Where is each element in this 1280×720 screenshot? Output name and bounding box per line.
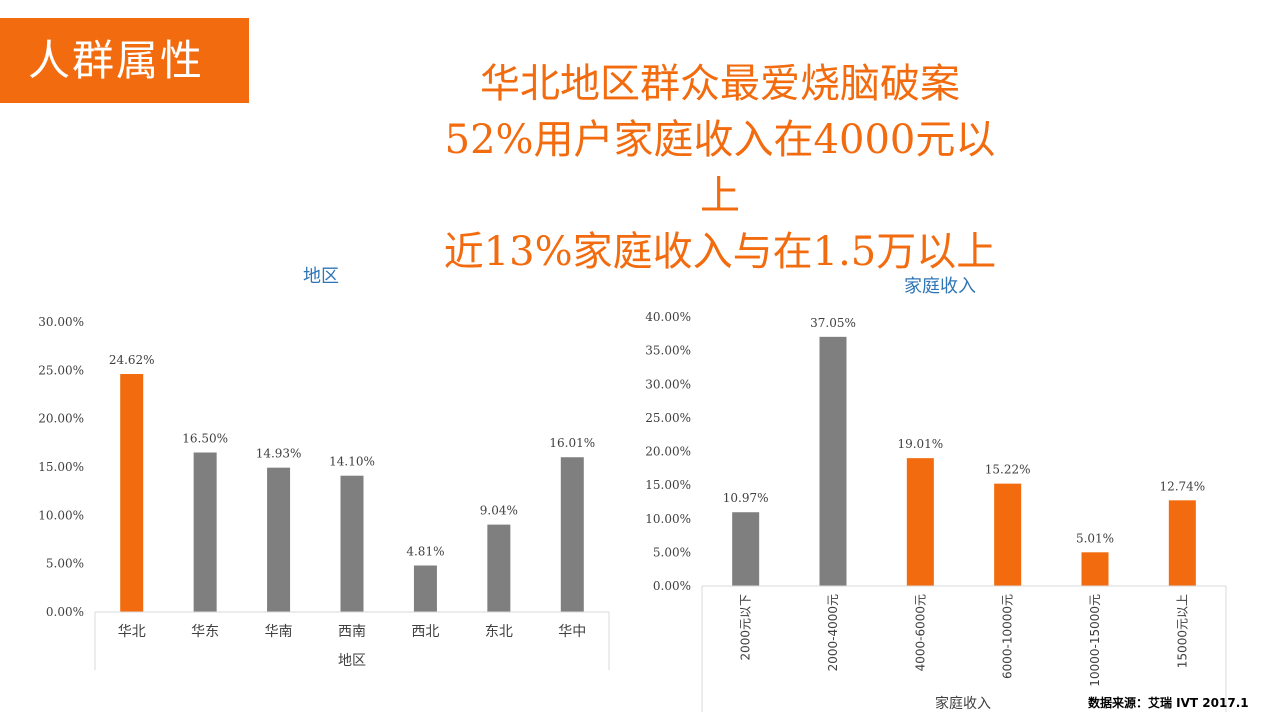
region-chart-data-label: 16.50% — [182, 432, 228, 446]
income-chart-y-tick-label: 10.00% — [645, 512, 691, 526]
region-chart-y-tick-label: 0.00% — [46, 605, 84, 619]
income-chart-x-axis-title: 家庭收入 — [935, 695, 991, 712]
income-chart-category-label: 6000-10000元 — [1001, 594, 1015, 679]
income-chart-category-label: 4000-6000元 — [913, 594, 927, 671]
income-chart-category-label: 15000元以上 — [1175, 594, 1189, 668]
region-chart-title: 地区 — [303, 266, 339, 287]
income-chart-title: 家庭收入 — [904, 276, 976, 297]
income-chart: 家庭收入 0.00% 5.00% 10.00% 15.00% 20.00% 25.00% 3… — [645, 276, 1227, 712]
income-chart-data-label: 37.05% — [810, 316, 856, 330]
region-chart-data-label: 16.01% — [549, 436, 595, 450]
income-chart-y-tick-label: 5.00% — [653, 545, 691, 559]
region-chart: 地区 0.00% 5.00% 10.00% 15.00% 20.00% 25.00% 30.… — [38, 266, 610, 670]
region-chart-category-label: 西南 — [338, 624, 366, 640]
income-chart-data-label: 5.01% — [1076, 531, 1114, 545]
income-chart-y-tick-label: 0.00% — [653, 579, 691, 593]
region-chart-bar — [487, 524, 511, 612]
income-chart-category-label: 10000-15000元 — [1088, 594, 1102, 687]
region-chart-y-tick-label: 10.00% — [38, 508, 84, 522]
headline-line-3: 上 — [700, 173, 740, 219]
headline-line-1: 华北地区群众最爱烧脑破案 — [480, 61, 960, 107]
income-chart-bar — [1081, 552, 1109, 586]
region-chart-category-label: 西北 — [411, 624, 439, 640]
income-chart-bar — [819, 336, 847, 586]
region-chart-data-label: 14.93% — [256, 447, 302, 461]
income-chart-y-tick-label: 15.00% — [645, 478, 691, 492]
income-chart-data-label: 10.97% — [723, 491, 769, 505]
income-chart-y-tick-label: 25.00% — [645, 411, 691, 425]
income-chart-bar — [1168, 500, 1196, 586]
region-chart-data-label: 4.81% — [406, 545, 444, 559]
region-chart-bar — [413, 565, 437, 612]
headline-line-4: 近13%家庭收入与在1.5万以上 — [443, 229, 997, 275]
income-chart-bar — [732, 512, 760, 586]
income-chart-y-tick-label: 30.00% — [645, 377, 691, 391]
region-chart-data-label: 24.62% — [109, 353, 155, 367]
region-chart-category-label: 华北 — [118, 624, 146, 640]
section-tag: 人群属性 — [0, 18, 249, 103]
income-chart-bar — [906, 458, 934, 586]
income-chart-data-label: 15.22% — [985, 463, 1031, 477]
income-chart-bar — [994, 483, 1022, 586]
region-chart-y-tick-label: 20.00% — [38, 412, 84, 426]
region-chart-bar — [120, 374, 144, 612]
region-chart-y-tick-label: 25.00% — [38, 363, 84, 377]
income-chart-category-label: 2000元以下 — [739, 594, 753, 661]
region-chart-x-axis-title: 地区 — [338, 653, 366, 669]
region-chart-category-label: 华东 — [191, 624, 219, 640]
region-chart-y-tick-label: 5.00% — [46, 557, 84, 571]
region-chart-bar — [560, 457, 584, 612]
income-chart-y-tick-label: 35.00% — [645, 344, 691, 358]
income-chart-category-label: 2000-4000元 — [826, 594, 840, 671]
income-chart-data-label: 12.74% — [1159, 479, 1205, 493]
region-chart-data-label: 14.10% — [329, 455, 375, 469]
income-chart-data-label: 19.01% — [897, 437, 943, 451]
region-chart-bar — [267, 467, 291, 612]
region-chart-y-tick-label: 30.00% — [38, 315, 84, 329]
region-chart-category-label: 华中 — [558, 624, 586, 640]
region-chart-category-label: 东北 — [485, 624, 513, 640]
region-chart-category-label: 华南 — [265, 624, 293, 640]
headline-line-2: 52%用户家庭收入在4000元以 — [444, 117, 996, 163]
income-chart-y-tick-label: 40.00% — [645, 310, 691, 324]
region-chart-y-tick-label: 15.00% — [38, 460, 84, 474]
region-chart-bar — [193, 452, 217, 612]
headline: 华北地区群众最爱烧脑破案 52%用户家庭收入在4000元以 上 近13%家庭收入… — [400, 56, 1040, 280]
income-chart-y-tick-label: 20.00% — [645, 445, 691, 459]
region-chart-bar — [340, 475, 364, 612]
region-chart-data-label: 9.04% — [480, 504, 518, 518]
data-source: 数据来源：艾瑞 IVT 2017.1 — [1088, 696, 1249, 710]
